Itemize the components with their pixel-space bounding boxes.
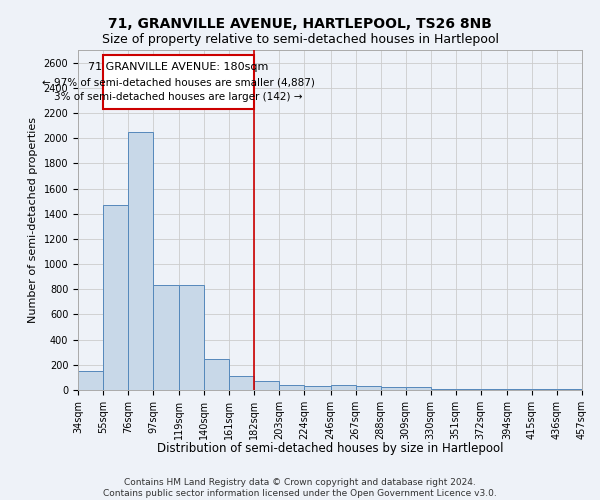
Bar [128, 132, 153, 390]
Text: Size of property relative to semi-detached houses in Hartlepool: Size of property relative to semi-detach… [101, 32, 499, 46]
Text: 71 GRANVILLE AVENUE: 180sqm: 71 GRANVILLE AVENUE: 180sqm [88, 62, 269, 72]
Bar [153, 286, 179, 390]
Bar [103, 55, 254, 109]
Y-axis label: Number of semi-detached properties: Number of semi-detached properties [28, 117, 38, 323]
Text: ← 97% of semi-detached houses are smaller (4,887): ← 97% of semi-detached houses are smalle… [42, 77, 315, 87]
Bar [331, 385, 356, 390]
Text: 71, GRANVILLE AVENUE, HARTLEPOOL, TS26 8NB: 71, GRANVILLE AVENUE, HARTLEPOOL, TS26 8… [108, 18, 492, 32]
Bar [204, 359, 229, 390]
Bar [380, 388, 406, 390]
Bar [103, 205, 128, 390]
Bar [229, 376, 254, 390]
X-axis label: Distribution of semi-detached houses by size in Hartlepool: Distribution of semi-detached houses by … [157, 442, 503, 455]
Bar [406, 388, 431, 390]
Bar [304, 386, 331, 390]
Bar [254, 380, 280, 390]
Bar [179, 286, 204, 390]
Text: 3% of semi-detached houses are larger (142) →: 3% of semi-detached houses are larger (1… [55, 92, 303, 102]
Text: Contains HM Land Registry data © Crown copyright and database right 2024.
Contai: Contains HM Land Registry data © Crown c… [103, 478, 497, 498]
Bar [356, 386, 380, 390]
Bar [78, 371, 103, 390]
Bar [280, 385, 304, 390]
